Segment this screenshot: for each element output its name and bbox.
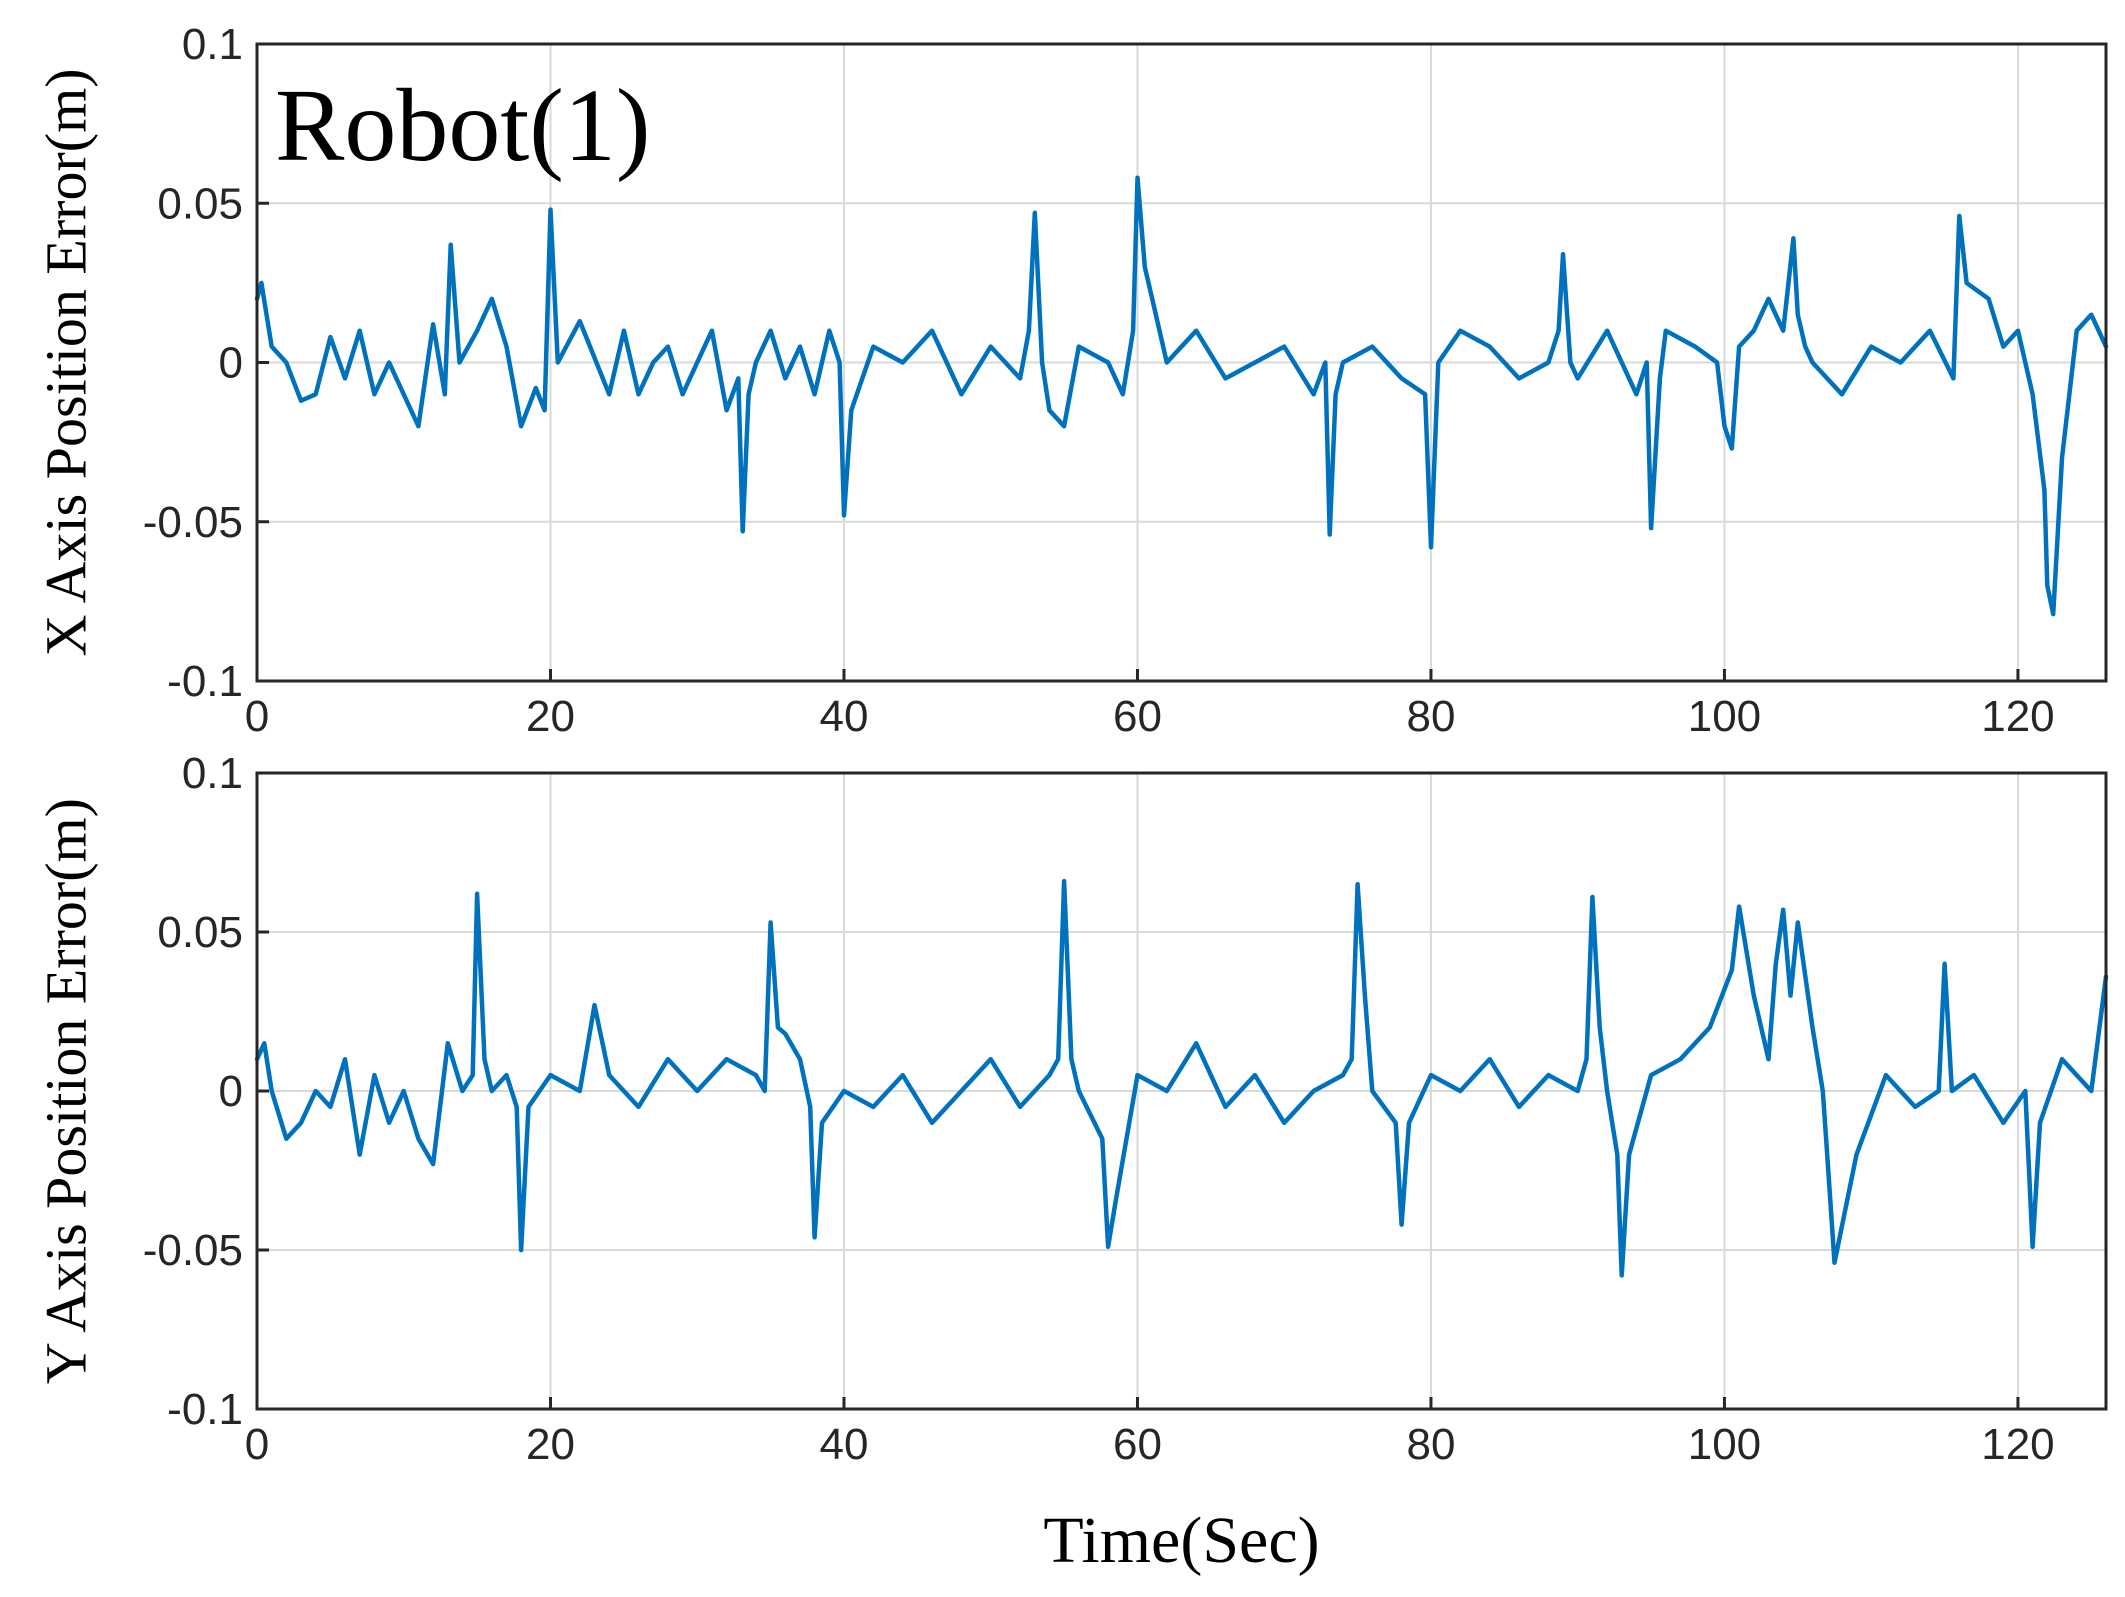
time-xlabel: Time(Sec) [1043,1504,1319,1577]
x-error-ytick-label-3: -0.05 [143,498,243,547]
x-error-xticks: 0 20 40 60 80 100 120 [245,669,2055,741]
y-error-ylabel: Y Axis Position Error(m) [33,798,98,1384]
x-error-ytick-label-2: 0 [219,339,243,388]
x-error-panel: 0 20 40 60 80 100 120 0.1 0.05 0 -0.05 -0.1 Robot(… [33,20,2109,741]
y-error-gridlines [257,773,2106,1409]
y-error-xtick-label-4: 80 [1406,1420,1455,1469]
y-error-series-line [254,878,2109,1278]
x-error-ytick-label-0: 0.1 [182,20,243,69]
y-error-ytick-label-4: -0.1 [167,1385,243,1434]
y-error-xticks: 0 20 40 60 80 100 120 [245,1397,2055,1469]
x-error-ytick-label-4: -0.1 [167,657,243,706]
x-error-xtick-label-1: 20 [526,692,575,741]
y-error-panel: 0 20 40 60 80 100 120 0.1 0.05 0 -0.05 -0.1 Y Axis… [33,749,2109,1577]
x-error-xtick-label-3: 60 [1113,692,1162,741]
x-error-xtick-label-0: 0 [245,692,269,741]
y-error-xtick-label-3: 60 [1113,1420,1162,1469]
y-error-ytick-label-2: 0 [219,1067,243,1116]
y-error-ytick-label-0: 0.1 [182,749,243,798]
x-error-xtick-label-5: 100 [1688,692,1761,741]
x-error-xtick-label-6: 120 [1981,692,2054,741]
y-error-xtick-label-5: 100 [1688,1420,1761,1469]
x-error-xtick-label-4: 80 [1406,692,1455,741]
x-error-series-line [254,175,2109,617]
x-error-xtick-label-2: 40 [820,692,869,741]
y-error-xtick-label-6: 120 [1981,1420,2054,1469]
y-error-xtick-label-1: 20 [526,1420,575,1469]
robot-annotation: Robot(1) [275,68,651,183]
y-error-xtick-label-0: 0 [245,1420,269,1469]
y-error-yticks: 0.1 0.05 0 -0.05 -0.1 [143,749,269,1434]
x-error-yticks: 0.1 0.05 0 -0.05 -0.1 [143,20,269,706]
y-error-ytick-label-1: 0.05 [157,908,243,957]
x-error-gridlines [257,44,2106,681]
x-error-ylabel: X Axis Position Error(m) [33,68,98,656]
x-error-ytick-label-1: 0.05 [157,179,243,228]
y-error-xtick-label-2: 40 [820,1420,869,1469]
y-error-ytick-label-3: -0.05 [143,1226,243,1275]
